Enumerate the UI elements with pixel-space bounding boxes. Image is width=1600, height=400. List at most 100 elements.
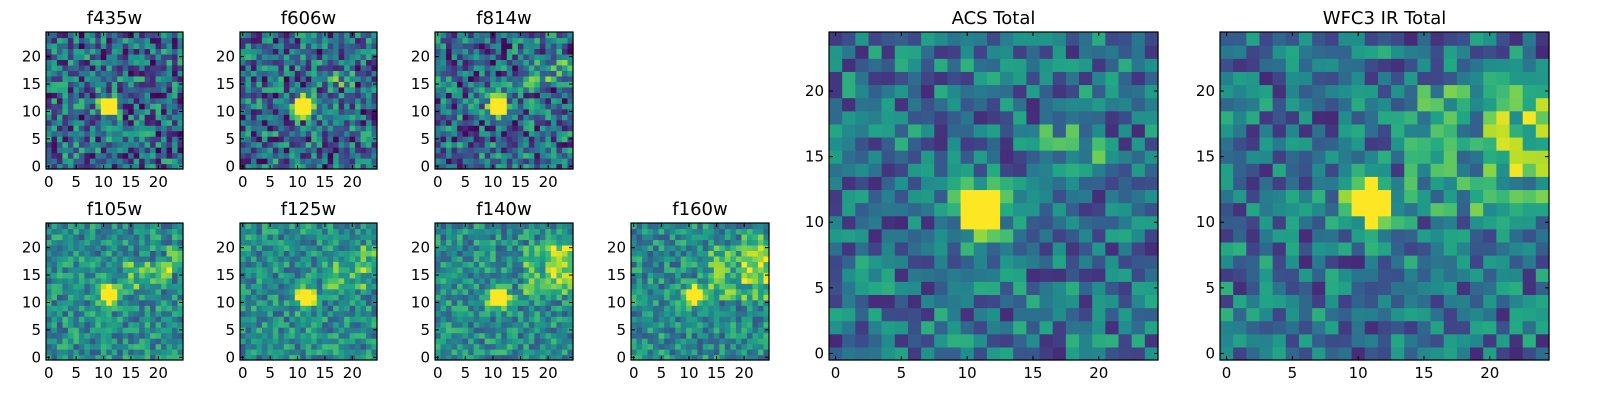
- heatmap-cell: [512, 125, 519, 132]
- heatmap-cell: [111, 97, 118, 104]
- heatmap-cell: [294, 305, 301, 312]
- heatmap-cell: [128, 119, 135, 126]
- heatmap-cell: [283, 266, 290, 273]
- heatmap-cell: [278, 163, 285, 170]
- heatmap-cell: [250, 261, 258, 268]
- heatmap-cell: [56, 152, 64, 159]
- heatmap-cell: [51, 64, 58, 71]
- heatmap-cell: [256, 152, 263, 159]
- heatmap-cell: [550, 288, 558, 295]
- heatmap-cell: [360, 158, 367, 165]
- heatmap-cell: [100, 103, 107, 110]
- heatmap-cell: [440, 86, 447, 93]
- heatmap-cell: [550, 255, 558, 262]
- heatmap-cell: [133, 266, 140, 273]
- heatmap-cell: [73, 53, 80, 60]
- heatmap-cell: [545, 327, 552, 334]
- heatmap-cell: [256, 108, 263, 115]
- heatmap-cell: [371, 158, 378, 165]
- heatmap-cell: [440, 158, 447, 165]
- heatmap-cell: [490, 75, 497, 82]
- heatmap-cell: [283, 338, 290, 345]
- heatmap-cell: [272, 114, 279, 121]
- heatmap-cell: [528, 343, 535, 350]
- heatmap-cell: [78, 277, 85, 284]
- heatmap-cell: [473, 316, 480, 323]
- heatmap-cell: [46, 343, 53, 350]
- heatmap-cell: [344, 244, 351, 251]
- heatmap-cell: [261, 223, 268, 230]
- heatmap-cell: [272, 108, 279, 115]
- heatmap-cell: [528, 152, 535, 159]
- heatmap-cell: [528, 42, 535, 50]
- heatmap-cell: [305, 283, 312, 290]
- heatmap-cell: [327, 239, 334, 246]
- heatmap-cell: [289, 125, 296, 132]
- heatmap-cell: [371, 283, 378, 290]
- heatmap-cell: [1092, 163, 1106, 177]
- heatmap-cell: [462, 92, 469, 99]
- heatmap-cell: [501, 250, 508, 257]
- heatmap-cell: [855, 189, 870, 204]
- heatmap-cell: [155, 37, 162, 44]
- heatmap-cell: [1105, 307, 1120, 322]
- heatmap-cell: [868, 215, 883, 230]
- heatmap-cell: [122, 125, 129, 132]
- heatmap-cell: [686, 349, 693, 356]
- heatmap-cell: [73, 244, 80, 251]
- heatmap-cell: [305, 97, 312, 104]
- heatmap-cell: [283, 261, 290, 268]
- heatmap-cell: [501, 316, 508, 323]
- heatmap-cell: [691, 305, 698, 312]
- heatmap-cell: [506, 81, 513, 88]
- x-tick-label: 0: [433, 173, 443, 191]
- heatmap-cell: [473, 103, 480, 110]
- heatmap-cell: [490, 130, 497, 137]
- heatmap-cell: [166, 97, 173, 104]
- heatmap-cell: [479, 316, 486, 323]
- heatmap-cell: [556, 152, 563, 159]
- heatmap-cell: [457, 92, 464, 99]
- heatmap-cell: [261, 321, 268, 328]
- heatmap-cell: [561, 42, 569, 50]
- heatmap-cell: [56, 343, 64, 350]
- heatmap-cell: [300, 64, 307, 71]
- heatmap-cell: [278, 288, 285, 295]
- heatmap-cell: [539, 48, 546, 55]
- heatmap-cell: [300, 97, 307, 104]
- heatmap-cell: [245, 64, 252, 71]
- heatmap-cell: [161, 343, 168, 350]
- heatmap-cell: [267, 277, 274, 284]
- heatmap-cell: [256, 86, 263, 93]
- heatmap-cell: [1131, 268, 1146, 282]
- heatmap-cell: [355, 136, 362, 143]
- heatmap-cell: [62, 141, 69, 148]
- heatmap-cell: [166, 223, 173, 230]
- heatmap-cell: [161, 250, 168, 257]
- heatmap-cell: [366, 299, 373, 306]
- heatmap-cell: [479, 42, 486, 50]
- heatmap-cell: [713, 277, 720, 284]
- heatmap-cell: [741, 228, 748, 235]
- heatmap-cell: [78, 125, 85, 132]
- heatmap-cell: [300, 147, 307, 154]
- heatmap-cell: [283, 86, 290, 93]
- heatmap-cell: [446, 272, 453, 279]
- heatmap-cell: [155, 125, 162, 132]
- heatmap-cell: [435, 250, 442, 257]
- heatmap-cell: [1118, 176, 1133, 191]
- heatmap-cell: [144, 332, 151, 339]
- heatmap-cell: [344, 130, 351, 137]
- heatmap-cell: [100, 299, 107, 306]
- heatmap-cell: [46, 114, 53, 121]
- heatmap-cell: [240, 343, 247, 350]
- heatmap-cell: [457, 305, 464, 312]
- heatmap-cell: [278, 103, 285, 110]
- heatmap-cell: [534, 349, 541, 356]
- heatmap-cell: [881, 307, 896, 322]
- heatmap-cell: [371, 32, 378, 39]
- heatmap-cell: [371, 294, 378, 301]
- heatmap-cell: [283, 130, 290, 137]
- heatmap-cell: [934, 307, 949, 322]
- heatmap-cell: [349, 316, 356, 323]
